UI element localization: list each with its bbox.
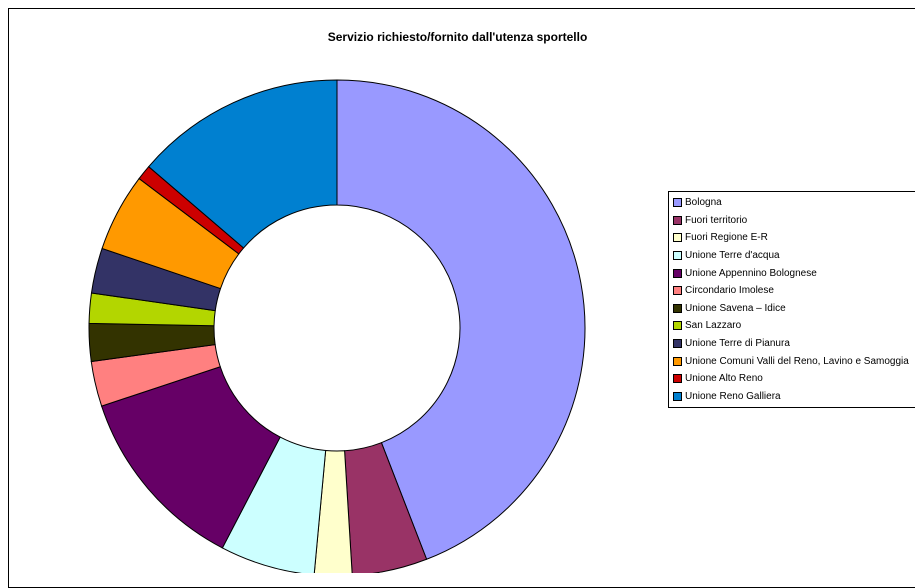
- legend-swatch: [673, 251, 682, 261]
- legend-label: Fuori Regione E-R: [685, 232, 768, 244]
- legend-item-san-lazzaro: San Lazzaro: [669, 317, 915, 335]
- donut-chart: [88, 79, 586, 573]
- legend-label: Bologna: [685, 197, 722, 209]
- slice-bologna: [336, 79, 586, 560]
- legend-label: Unione Reno Galliera: [685, 390, 781, 402]
- legend-item-fuori-regione-e-r: Fuori Regione E-R: [669, 229, 915, 247]
- legend-label: San Lazzaro: [685, 320, 742, 332]
- legend-item-unione-terre-d-acqua: Unione Terre d'acqua: [669, 247, 915, 265]
- legend-label: Unione Terre d'acqua: [685, 250, 780, 262]
- legend-label: Unione Savena – Idice: [685, 302, 786, 314]
- legend-item-bologna: Bologna: [669, 194, 915, 212]
- legend-label: Unione Terre di Pianura: [685, 338, 790, 350]
- legend-swatch: [673, 268, 682, 278]
- legend-label: Fuori territorio: [685, 214, 748, 226]
- legend-swatch: [673, 321, 682, 331]
- legend-label: Unione Appennino Bolognese: [685, 267, 817, 279]
- legend-swatch: [673, 374, 682, 384]
- legend-swatch: [673, 356, 682, 366]
- legend-swatch: [673, 391, 682, 401]
- legend-item-unione-appennino-bolognese: Unione Appennino Bolognese: [669, 264, 915, 282]
- legend-item-unione-terre-di-pianura: Unione Terre di Pianura: [669, 335, 915, 353]
- legend-label: Circondario Imolese: [685, 285, 774, 297]
- legend-label: Unione Comuni Valli del Reno, Lavino e S…: [685, 355, 909, 367]
- legend-item-unione-savena-idice: Unione Savena – Idice: [669, 300, 915, 318]
- chart-title: Servizio richiesto/fornito dall'utenza s…: [327, 30, 588, 44]
- legend-label: Unione Alto Reno: [685, 373, 763, 385]
- chart-legend: Bologna Fuori territorio Fuori Regione E-R…: [668, 191, 915, 408]
- legend-swatch: [673, 215, 682, 225]
- legend-swatch: [673, 198, 682, 208]
- legend-item-circondario-imolese: Circondario Imolese: [669, 282, 915, 300]
- legend-item-unione-alto-reno: Unione Alto Reno: [669, 370, 915, 388]
- legend-swatch: [673, 286, 682, 296]
- legend-swatch: [673, 233, 682, 243]
- legend-item-unione-comuni-valli-del-reno-lavino-e-samoggia: Unione Comuni Valli del Reno, Lavino e S…: [669, 352, 915, 370]
- legend-item-unione-reno-galliera: Unione Reno Galliera: [669, 388, 915, 406]
- legend-item-fuori-territorio: Fuori territorio: [669, 212, 915, 230]
- slice-unione-reno-galliera: [147, 79, 338, 249]
- legend-swatch: [673, 303, 682, 313]
- legend-swatch: [673, 339, 682, 349]
